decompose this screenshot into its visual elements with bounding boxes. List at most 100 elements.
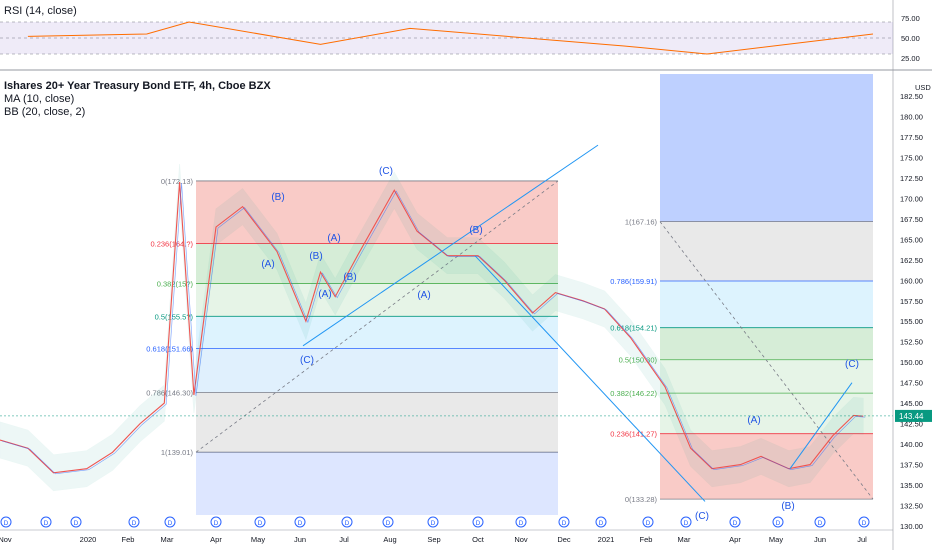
fib2-trend-line [659,221,874,500]
last-price-badge [895,409,932,422]
fib2-zone [660,281,873,328]
dividend-marker-label: D [646,520,651,527]
rsi-label: RSI (14, close) [4,5,77,17]
dividend-marker [427,516,439,528]
time-tick-label: 2020 [80,535,97,544]
fib2-level-label: 0.786(159.91) [610,277,657,286]
price-tick-label: 165.00 [900,235,923,244]
time-tick-label: Nov [514,535,528,544]
dividend-marker-label: D [386,520,391,527]
elliott-wave-label: (B) [309,251,322,262]
elliott-wave-label: (A) [327,233,340,244]
wave-channel-line [302,144,599,347]
last-price-label: 143.44 [899,412,924,421]
dividend-marker [642,516,654,528]
fib2-level-label: 0.5(150.30) [619,356,658,365]
dividend-marker-label: D [44,520,49,527]
elliott-wave-label: (B) [343,272,356,283]
time-tick-label: Apr [729,535,741,544]
fib1-zone [196,283,558,317]
time-tick-label: Sep [427,535,440,544]
time-tick-label: Oct [472,535,485,544]
time-tick-label: Aug [383,535,396,544]
fib2-zone [660,359,873,394]
time-tick-label: Jul [857,535,867,544]
time-tick-label: Jun [294,535,306,544]
price-tick-label: 167.50 [900,215,923,224]
fib1-level-label: 0.5(155.5?) [155,312,194,321]
fib1-zone [196,180,558,244]
dividend-marker-label: D [74,520,79,527]
fib2-level-label: 0(133.28) [625,495,658,504]
time-tick-label: Jul [339,535,349,544]
wave-channel-line [474,255,706,502]
dividend-marker-label: D [733,520,738,527]
elliott-wave-label: (C) [695,511,709,522]
fib1-level-label: 0.236(164.?) [150,239,193,248]
dividend-marker-label: D [562,520,567,527]
price-tick-label: 137.50 [900,461,923,470]
currency-label: USD [915,83,931,92]
elliott-wave-label: (A) [417,290,430,301]
dividend-marker [595,516,607,528]
dividend-marker [70,516,82,528]
dividend-marker-label: D [214,520,219,527]
time-tick-label: Jun [814,535,826,544]
time-tick-label: 2021 [598,535,615,544]
fib1-zone [196,392,558,453]
time-tick-label: Apr [210,535,222,544]
price-tick-label: 152.50 [900,338,923,347]
price-line [0,181,864,474]
price-tick-label: 177.50 [900,133,923,142]
rsi-tick-label: 25.00 [901,54,920,63]
rsi-tick-label: 75.00 [901,14,920,23]
price-tick-label: 160.00 [900,276,923,285]
fib2-zone [660,327,873,360]
fib2-projection-zone [660,74,873,222]
fib1-level-label: 0(172.13) [161,177,194,186]
fib1-zone [196,348,558,393]
dividend-marker [341,516,353,528]
rsi-tick-label: 50.00 [901,34,920,43]
fib2-level-label: 0.236(141.27) [610,430,657,439]
time-tick-label: Feb [122,535,135,544]
price-tick-label: 180.00 [900,112,923,121]
dividend-marker-label: D [862,520,867,527]
price-tick-label: 170.00 [900,194,923,203]
dividend-marker [210,516,222,528]
price-tick-label: 130.00 [900,522,923,531]
time-tick-label: Mar [678,535,691,544]
price-tick-label: 135.00 [900,481,923,490]
elliott-wave-label: (C) [379,166,393,177]
time-tick-label: Mar [161,535,174,544]
dividend-marker-label: D [818,520,823,527]
rsi-line [27,21,874,55]
dividend-marker-label: D [298,520,303,527]
wave-channel-line [789,382,853,469]
time-tick-label: Dec [557,535,571,544]
fib2-level-label: 0.382(146.22) [610,389,657,398]
ma-line [1,182,866,475]
fib2-level-label: 0.618(154.21) [610,324,657,333]
dividend-marker-label: D [776,520,781,527]
dividend-marker [858,516,870,528]
dividend-marker [0,516,12,528]
fib1-level-label: 1(139.01) [161,448,194,457]
elliott-wave-label: (B) [271,192,284,203]
elliott-wave-label: (A) [261,259,274,270]
dividend-marker [164,516,176,528]
fib2-zone [660,393,873,434]
fib2-zone [660,433,873,500]
dividend-marker [814,516,826,528]
chart-title: Ishares 20+ Year Treasury Bond ETF, 4h, … [4,80,271,92]
elliott-wave-label: (A) [318,289,331,300]
time-tick-label: May [251,535,265,544]
price-tick-label: 172.50 [900,174,923,183]
dividend-marker [294,516,306,528]
dividend-marker-label: D [476,520,481,527]
time-tick-label: Nov [0,535,12,544]
price-tick-label: 145.00 [900,399,923,408]
dividend-marker-label: D [4,520,9,527]
